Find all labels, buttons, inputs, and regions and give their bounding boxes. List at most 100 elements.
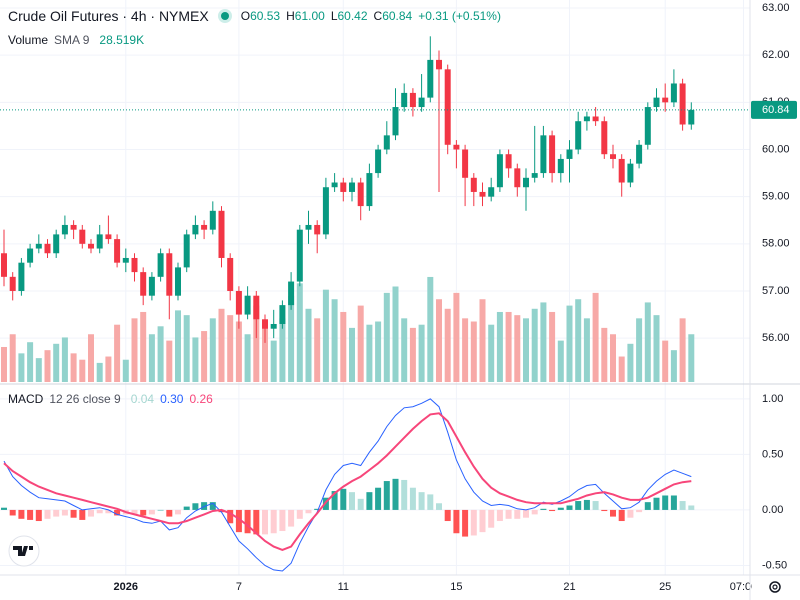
- candle-body: [322, 187, 329, 235]
- volume-bar: [140, 311, 147, 382]
- ohlc-value: 60.84: [382, 9, 413, 23]
- candle-body: [122, 257, 129, 263]
- histogram-bar: [340, 488, 347, 510]
- histogram-bar: [540, 508, 547, 510]
- histogram-bar: [18, 509, 25, 519]
- macd-value: 0.30: [160, 392, 184, 406]
- volume-bar: [209, 318, 216, 382]
- x-tick-label: 11: [338, 581, 349, 593]
- change: +0.31 (+0.51%): [418, 9, 501, 23]
- volume-bar: [114, 324, 121, 382]
- volume-bar: [148, 334, 155, 382]
- volume-bar: [488, 324, 495, 382]
- histogram-bar: [79, 509, 86, 520]
- histogram-bar: [523, 509, 529, 518]
- histogram-bar: [383, 481, 390, 510]
- candle-body: [314, 224, 321, 235]
- histogram-bar: [296, 509, 303, 519]
- volume-bar: [540, 302, 547, 382]
- settings-icon[interactable]: [769, 581, 781, 593]
- market-status[interactable]: [220, 12, 229, 20]
- volume-header: Volume SMA 9 28.519K: [8, 33, 144, 47]
- volume-bar: [670, 350, 677, 382]
- signal-line: [3, 412, 692, 551]
- volume-bar: [296, 283, 303, 382]
- candle-body: [44, 243, 51, 254]
- volume-bar: [557, 340, 564, 382]
- histogram-bar: [349, 492, 355, 510]
- histogram-bar: [96, 509, 103, 514]
- volume-bar: [366, 324, 373, 382]
- candle-body: [679, 83, 686, 125]
- ohlc-key: L: [330, 9, 338, 23]
- volume-bar: [531, 308, 538, 382]
- grid: [0, 0, 750, 575]
- histogram-bar: [418, 492, 425, 510]
- volume-bar: [462, 318, 469, 382]
- histogram-bar: [262, 509, 268, 535]
- histogram-bar: [157, 509, 164, 511]
- histogram-bar: [436, 503, 442, 510]
- candle-body: [166, 253, 173, 296]
- candle-body: [114, 239, 121, 263]
- x-tick-label: 7: [236, 581, 242, 593]
- histogram-bar: [88, 509, 94, 517]
- candle-body: [610, 154, 616, 159]
- volume-bar: [322, 289, 329, 382]
- candle-body: [409, 92, 416, 108]
- volume-bar: [262, 327, 268, 382]
- ohlc-value: 61.00: [294, 9, 325, 23]
- candle-body: [618, 158, 625, 183]
- histogram-bar: [470, 509, 477, 536]
- histogram-bar: [575, 501, 582, 510]
- histogram-bar: [227, 509, 234, 524]
- histogram-bar: [288, 509, 295, 527]
- volume-bar: [688, 334, 695, 382]
- histogram-bar: [201, 502, 208, 510]
- volume-bar: [375, 321, 382, 382]
- macd-params: 12 26 close 9: [49, 392, 121, 406]
- histogram-bar: [218, 509, 225, 513]
- histogram-bar: [148, 509, 155, 515]
- candle-body: [27, 248, 34, 263]
- candle-body: [453, 144, 460, 150]
- candle-body: [436, 59, 442, 70]
- histogram-bar: [27, 509, 34, 520]
- candle-body: [105, 234, 112, 240]
- tv-logo[interactable]: [8, 535, 40, 567]
- y-tick-label: 62.00: [762, 49, 790, 61]
- ohlc-value: 60.53: [250, 9, 281, 23]
- histogram-bar: [305, 509, 312, 514]
- histogram-bar: [627, 509, 634, 518]
- candle-body: [140, 272, 147, 296]
- histogram-bar: [9, 509, 16, 516]
- volume-bar: [18, 353, 25, 382]
- histogram-bar: [505, 509, 512, 519]
- candle-body: [479, 191, 486, 197]
- volume-bar: [305, 308, 312, 382]
- histogram-bar: [244, 509, 251, 534]
- volume-bar: [201, 331, 208, 382]
- histogram-bar: [314, 508, 321, 510]
- candle-body: [496, 154, 503, 188]
- candle-body: [296, 229, 303, 282]
- volume-bar: [418, 324, 425, 382]
- volume-bar: [653, 315, 660, 382]
- candle-body: [9, 276, 16, 291]
- volume-bar: [662, 340, 669, 382]
- histogram-bar: [583, 499, 590, 510]
- volume-bar: [218, 308, 225, 382]
- candle-body: [575, 121, 582, 150]
- volume-bar: [44, 350, 51, 382]
- y-tick-label: 0.00: [762, 504, 783, 516]
- histogram-bar: [566, 505, 573, 510]
- histogram-bar: [427, 494, 434, 510]
- volume-bar: [105, 356, 112, 382]
- candle-body: [18, 262, 25, 291]
- histogram-bar: [653, 497, 660, 510]
- candle-body: [636, 144, 643, 164]
- histogram-bar: [392, 478, 399, 510]
- candle-body: [688, 109, 695, 125]
- y-tick-label: 1.00: [762, 393, 783, 405]
